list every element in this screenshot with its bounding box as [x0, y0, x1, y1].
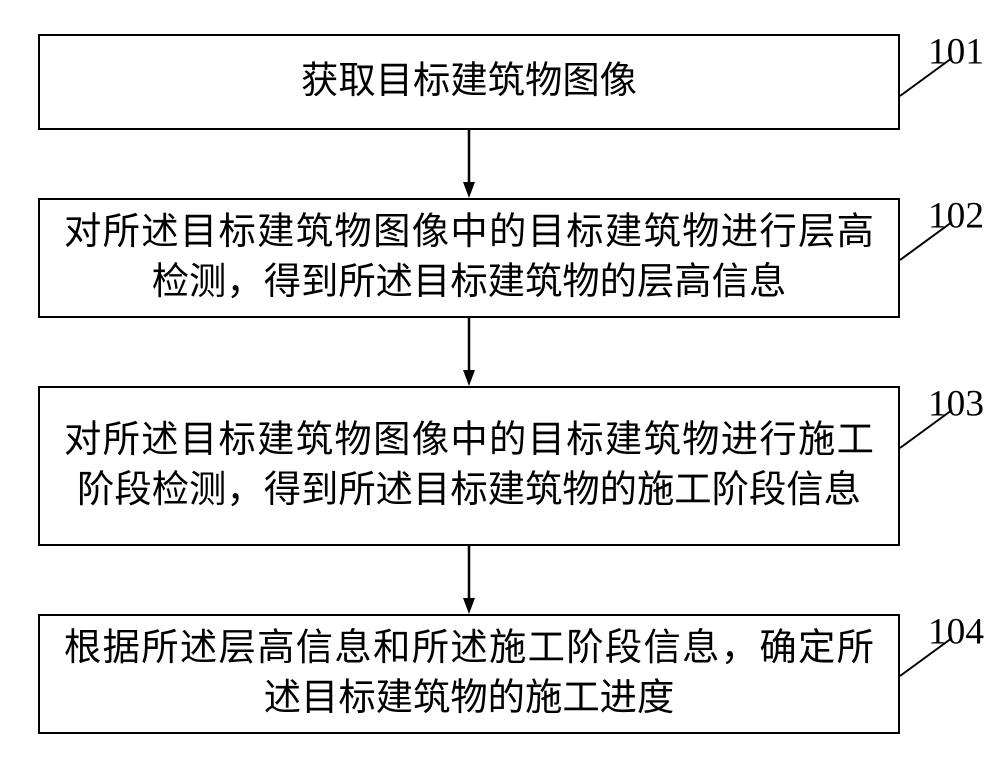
flow-node-1: 获取目标建筑物图像 — [38, 34, 900, 130]
step-label-103: 103 — [928, 383, 984, 426]
step-label-102: 102 — [928, 195, 984, 238]
flow-node-1-text: 获取目标建筑物图像 — [64, 57, 874, 107]
flow-node-4-text: 根据所述层高信息和所述施工阶段信息，确定所述目标建筑物的施工进度 — [64, 624, 874, 725]
flow-node-4: 根据所述层高信息和所述施工阶段信息，确定所述目标建筑物的施工进度 — [38, 614, 900, 734]
flow-node-2-text: 对所述目标建筑物图像中的目标建筑物进行层高检测，得到所述目标建筑物的层高信息 — [64, 208, 874, 309]
flow-node-2: 对所述目标建筑物图像中的目标建筑物进行层高检测，得到所述目标建筑物的层高信息 — [38, 198, 900, 318]
step-label-101: 101 — [928, 31, 984, 74]
flowchart-canvas: 获取目标建筑物图像 对所述目标建筑物图像中的目标建筑物进行层高检测，得到所述目标… — [0, 0, 1000, 779]
flow-node-3-text: 对所述目标建筑物图像中的目标建筑物进行施工阶段检测，得到所述目标建筑物的施工阶段… — [64, 416, 874, 517]
step-label-104: 104 — [928, 611, 984, 654]
flow-node-3: 对所述目标建筑物图像中的目标建筑物进行施工阶段检测，得到所述目标建筑物的施工阶段… — [38, 386, 900, 546]
